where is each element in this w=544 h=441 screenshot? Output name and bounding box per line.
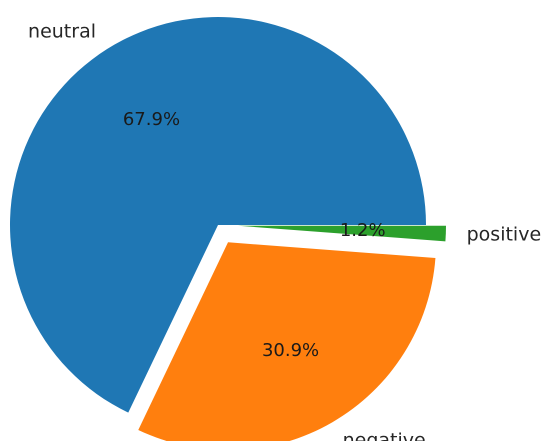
pie-slice-neutral [10, 17, 427, 413]
pie-slices [10, 17, 446, 441]
pie-labels: 67.9% neutral 30.9% negative 1.2% positive [28, 20, 541, 441]
pct-label-neutral: 67.9% [123, 109, 180, 130]
slice-label-positive: positive [467, 223, 542, 245]
slice-label-neutral: neutral [28, 20, 96, 42]
pie-slice-positive [237, 225, 446, 242]
pie-slice-negative [138, 242, 436, 441]
slice-label-negative: negative [343, 429, 426, 441]
pct-label-negative: 30.9% [262, 340, 319, 361]
pct-label-positive: 1.2% [340, 220, 386, 241]
